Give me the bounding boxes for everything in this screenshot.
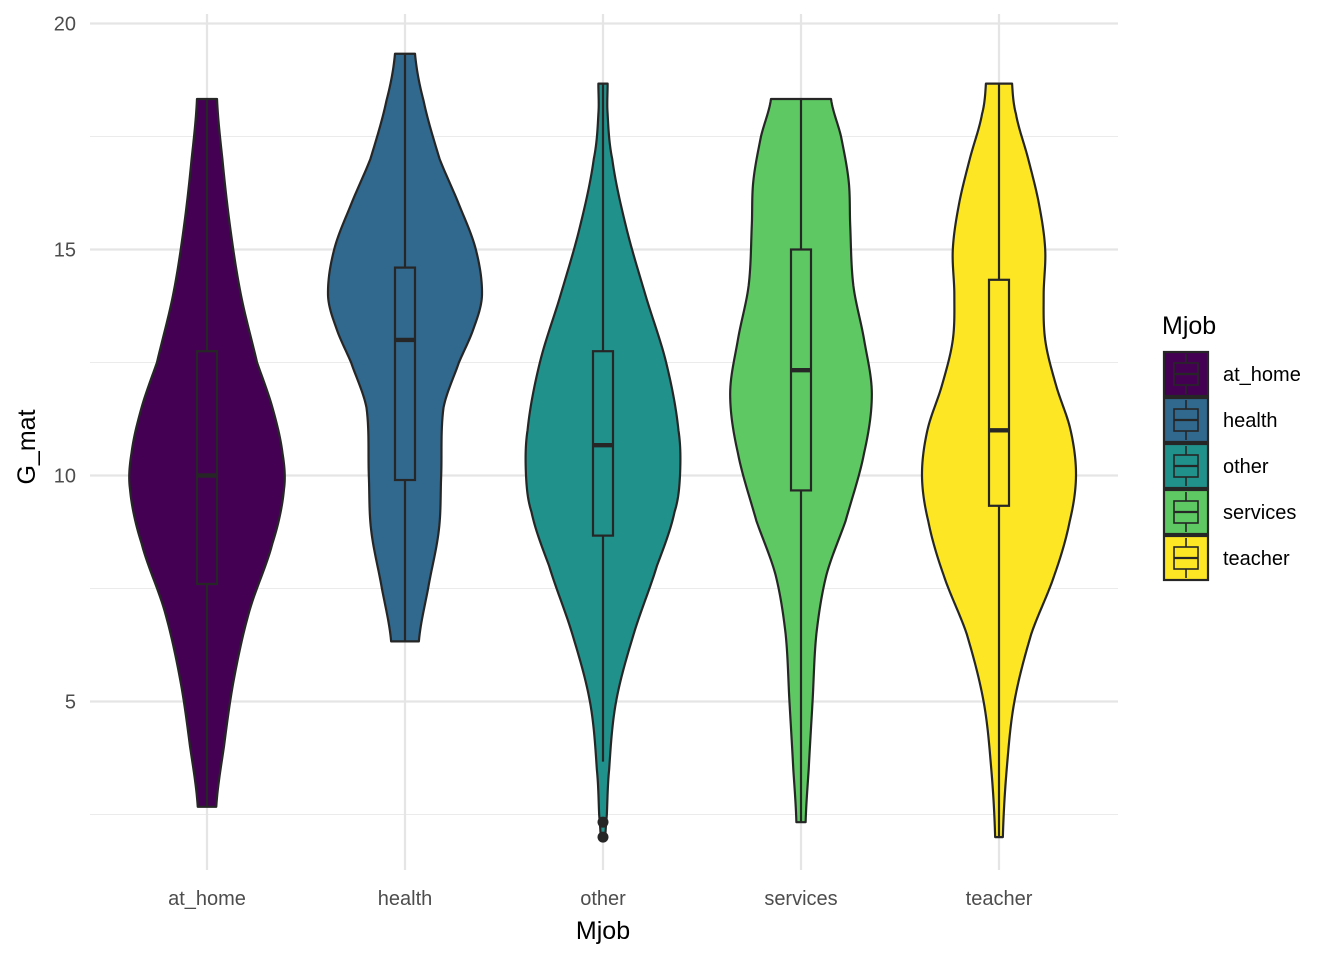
y-tick-label: 20 [54, 14, 76, 36]
outlier-point [597, 831, 609, 843]
y-tick-label: 5 [65, 692, 76, 714]
violin-at_home [128, 97, 286, 808]
y-axis-ticks: 5 10 15 20 [54, 14, 76, 714]
outlier-point [597, 816, 609, 828]
legend-key [1162, 534, 1210, 582]
box [195, 350, 219, 586]
legend-label: other [1223, 456, 1269, 478]
x-axis-ticks: at_home health other services teacher [168, 888, 1033, 910]
legend-item-health: health [1162, 396, 1278, 444]
x-tick-label: services [764, 888, 837, 910]
legend-key [1162, 350, 1210, 398]
x-axis-title: Mjob [576, 917, 630, 945]
violin-teacher [920, 82, 1078, 839]
violins [128, 52, 1078, 843]
y-tick-label: 15 [54, 240, 76, 262]
box [987, 278, 1011, 507]
violin-other [524, 82, 682, 843]
x-tick-label: other [580, 888, 626, 910]
violin-services [729, 97, 873, 824]
legend-label: health [1223, 410, 1278, 432]
box [393, 266, 417, 482]
violin-health [326, 52, 484, 643]
y-axis-title: G_mat [13, 409, 41, 484]
legend-label: services [1223, 502, 1296, 524]
legend-item-teacher: teacher [1162, 534, 1290, 582]
legend-label: teacher [1223, 548, 1290, 570]
legend-item-services: services [1162, 488, 1296, 536]
legend-title: Mjob [1162, 312, 1216, 340]
legend-item-other: other [1162, 442, 1269, 490]
x-tick-label: teacher [966, 888, 1033, 910]
x-tick-label: health [378, 888, 433, 910]
y-tick-label: 10 [54, 466, 76, 488]
x-tick-label: at_home [168, 888, 246, 910]
legend-label: at_home [1223, 364, 1301, 386]
legend-item-at_home: at_home [1162, 350, 1301, 398]
legend-key [1162, 442, 1210, 490]
legend-key [1162, 488, 1210, 536]
legend-key [1162, 396, 1210, 444]
